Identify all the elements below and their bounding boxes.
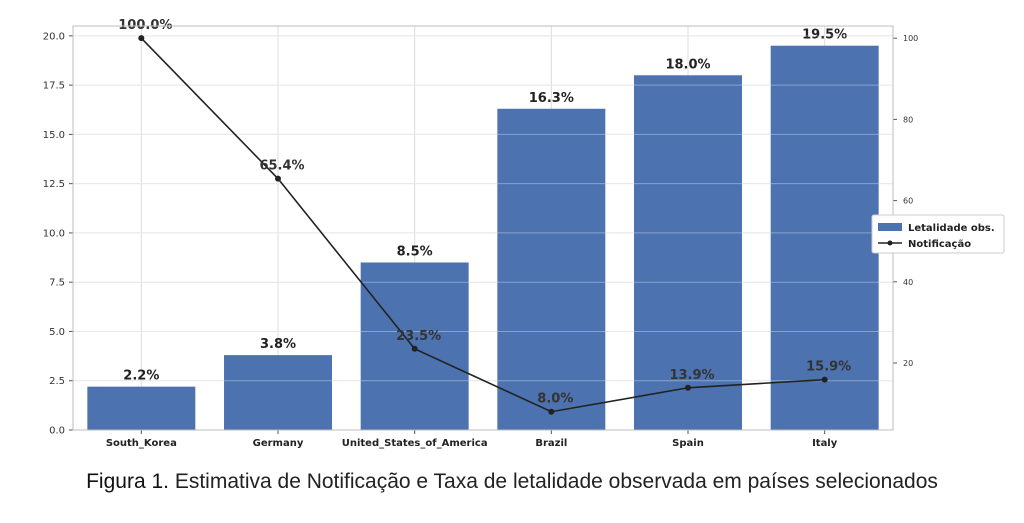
bar — [770, 45, 879, 431]
bar-data-label: 18.0% — [665, 57, 710, 72]
bar-data-label: 2.2% — [123, 369, 159, 384]
bar — [634, 75, 742, 430]
caption-text: Estimativa de Notificação e Taxa de leta… — [168, 470, 938, 493]
bar-data-label: 16.3% — [529, 91, 574, 106]
bar-data-label: 3.8% — [260, 337, 296, 352]
chart: 0.0 2.5 5.0 7.5 10.0 12.5 15.0 17.5 20.0 20 40 60 80… — [43, 18, 1005, 449]
y-tick-label: 2.5 — [49, 376, 65, 387]
caption-prefix: Figura 1. — [86, 470, 169, 493]
x-tick-label: Germany — [253, 438, 304, 449]
legend-box — [871, 214, 1005, 254]
line-data-label: 23.5% — [396, 329, 441, 344]
notification-line — [140, 37, 825, 413]
x-tick-label: Spain — [672, 438, 704, 449]
legend-label-line: Notificação — [908, 239, 971, 250]
y-tick-label: 5.0 — [49, 327, 65, 338]
y-tick-label: 17.5 — [43, 81, 65, 92]
line-point — [138, 35, 145, 42]
y-tick-label: 0.0 — [49, 426, 65, 437]
x-tick-label: Brazil — [535, 438, 567, 449]
legend-swatch-bar — [878, 223, 902, 231]
bar-data-label: 19.5% — [802, 28, 847, 43]
line-data-label: 8.0% — [537, 392, 573, 407]
y-tick-label: 15.0 — [43, 130, 65, 141]
bar — [224, 355, 332, 430]
x-tick-label: South_Korea — [106, 438, 177, 449]
y2-tick-label: 100 — [903, 34, 918, 43]
y-tick-label: 12.5 — [43, 179, 65, 190]
legend-label-bar: Letalidade obs. — [908, 223, 995, 234]
line-point — [821, 376, 828, 383]
y2-tick-label: 60 — [903, 197, 913, 206]
plot-area — [73, 26, 893, 430]
y-tick-label: 10.0 — [43, 228, 65, 239]
y2-tick-label: 40 — [903, 278, 913, 287]
line-data-label: 65.4% — [259, 159, 304, 174]
bar — [497, 108, 606, 431]
line-point — [275, 175, 281, 182]
line-data-label: 13.9% — [669, 368, 714, 383]
bar-data-label: 8.5% — [397, 244, 433, 259]
line-point — [411, 345, 418, 352]
line-point — [548, 408, 555, 415]
x-tick-label: United_States_of_America — [342, 438, 488, 449]
x-tick-label: Italy — [812, 438, 838, 449]
y-tick-label: 7.5 — [49, 278, 65, 289]
y2-tick-label: 20 — [903, 359, 913, 368]
line-data-label: 15.9% — [806, 360, 851, 375]
y2-tick-label: 80 — [903, 115, 913, 124]
figure-caption: Figura 1. Estimativa de Notificação e Ta… — [0, 470, 1024, 494]
y-tick-label: 20.0 — [43, 31, 65, 42]
line-point — [685, 384, 691, 391]
bar — [87, 386, 196, 430]
legend-swatch-marker — [887, 240, 893, 246]
